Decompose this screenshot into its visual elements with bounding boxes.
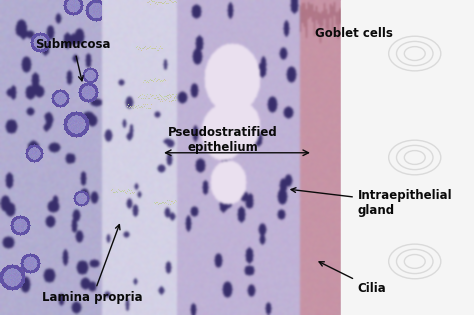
Text: Submucosa: Submucosa bbox=[36, 37, 111, 81]
Text: Pseudostratified
epithelium: Pseudostratified epithelium bbox=[168, 126, 278, 154]
Text: Intraepithelial
gland: Intraepithelial gland bbox=[291, 188, 453, 217]
Bar bbox=[341, 0, 474, 315]
Text: Cilia: Cilia bbox=[319, 262, 387, 295]
Text: Lamina propria: Lamina propria bbox=[42, 225, 143, 304]
Text: Goblet cells: Goblet cells bbox=[315, 26, 393, 40]
